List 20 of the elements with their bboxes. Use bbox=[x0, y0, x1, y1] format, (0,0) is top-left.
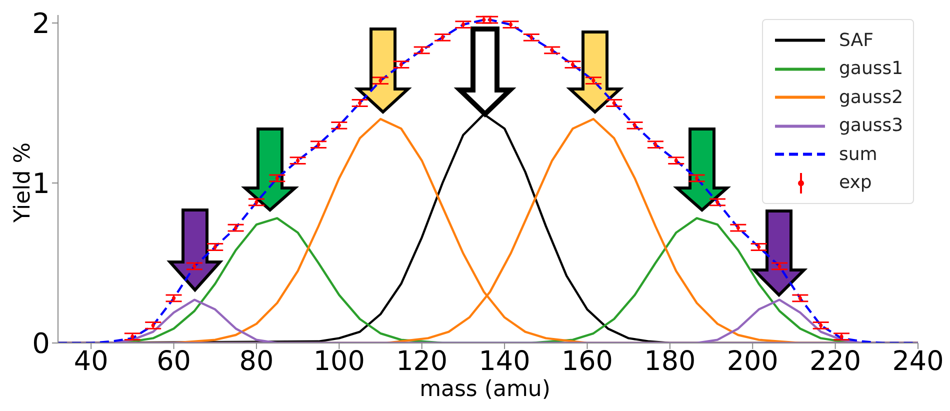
x-tick-label: 140 bbox=[478, 346, 530, 378]
x-tick-label: 240 bbox=[892, 346, 944, 378]
legend-label: sum bbox=[839, 144, 878, 165]
legend-label: exp bbox=[839, 172, 872, 194]
legend-label: gauss1 bbox=[839, 58, 904, 80]
x-tick-label: 180 bbox=[644, 346, 696, 378]
legend-label: gauss3 bbox=[839, 115, 904, 136]
x-tick-label: 200 bbox=[726, 346, 778, 378]
x-axis-title: mass (amu) bbox=[418, 377, 552, 402]
x-tick-label: 80 bbox=[239, 346, 274, 378]
y-tick-label: 0 bbox=[32, 326, 50, 360]
x-tick-label: 40 bbox=[74, 346, 108, 378]
legend-label: gauss2 bbox=[839, 86, 904, 108]
x-tick-label: 160 bbox=[561, 346, 614, 378]
x-tick-label: 100 bbox=[313, 346, 365, 378]
x-tick-label: 220 bbox=[810, 346, 862, 378]
x-tick-label: 120 bbox=[396, 346, 448, 378]
y-tick-label: 2 bbox=[32, 6, 50, 40]
x-tick-label: 60 bbox=[156, 346, 191, 378]
legend-label: SAF bbox=[839, 30, 874, 51]
